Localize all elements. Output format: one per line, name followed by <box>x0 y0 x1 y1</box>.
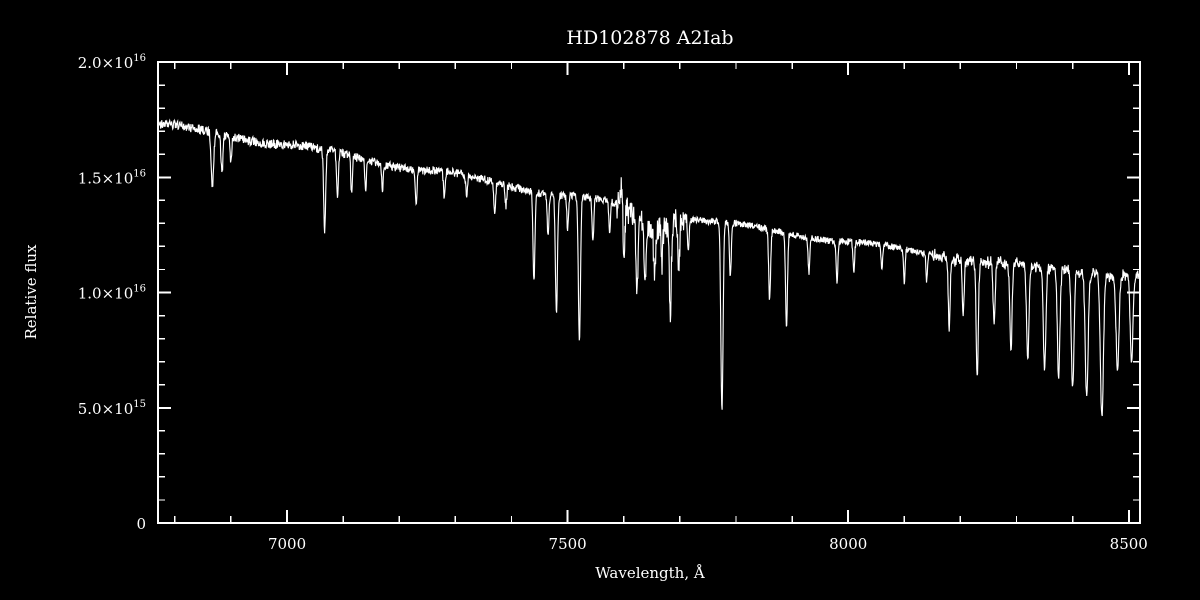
y-tick-exponent: 16 <box>133 284 146 295</box>
x-tick-label: 8000 <box>829 535 867 553</box>
x-axis-tick-labels: 7000 7500 8000 8500 <box>268 535 1148 553</box>
y-tick-label: 5.0×1015 <box>78 399 146 418</box>
x-axis-ticks <box>174 62 1130 523</box>
x-tick-label: 7000 <box>268 535 306 553</box>
x-tick-label: 7500 <box>549 535 587 553</box>
spectrum-line <box>157 118 1141 417</box>
y-tick-exponent: 16 <box>133 53 146 64</box>
plot-border <box>157 61 1141 524</box>
spectrum-series <box>157 118 1141 417</box>
y-tick-exponent: 16 <box>133 168 146 179</box>
x-axis-title: Wavelength, Å <box>595 564 705 582</box>
y-tick-label: 1.0×1016 <box>78 284 146 303</box>
axes-frame <box>157 61 1141 524</box>
y-tick-exponent: 15 <box>133 399 146 410</box>
y-axis-tick-labels: 0 5.0×1015 1.0×1016 1.5×1016 2.0×1016 <box>78 53 146 533</box>
y-axis-title: Relative flux <box>22 244 40 340</box>
y-tick-label: 2.0×1016 <box>78 53 146 72</box>
page-title: HD102878 A2Iab <box>566 27 733 49</box>
x-tick-label: 8500 <box>1110 535 1148 553</box>
y-tick-label: 1.5×1016 <box>78 168 146 187</box>
y-tick-label: 0 <box>136 515 146 533</box>
